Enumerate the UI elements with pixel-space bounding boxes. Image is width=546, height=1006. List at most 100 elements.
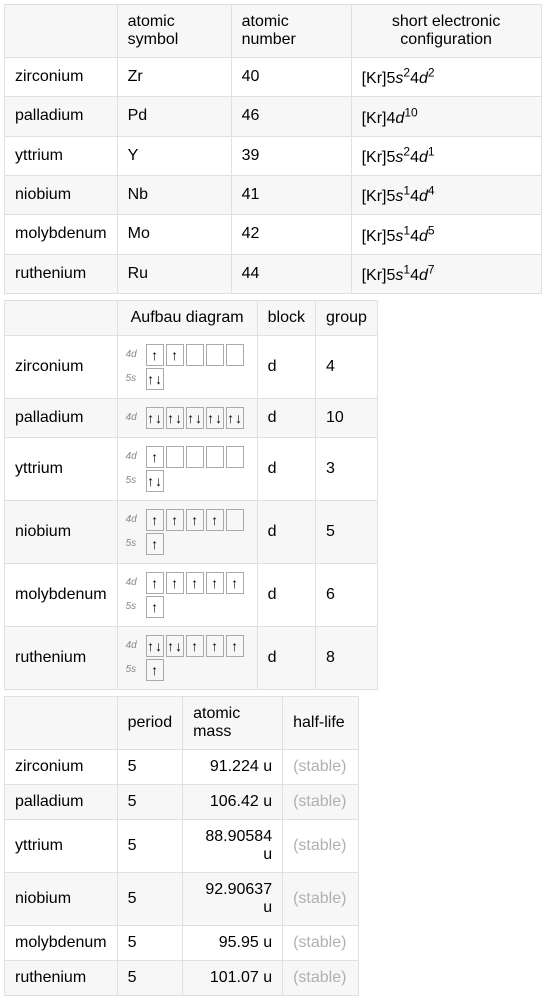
block-cell: d xyxy=(257,500,315,563)
orbital-label: 4d xyxy=(126,412,142,423)
orbital-box xyxy=(166,344,184,366)
orbital-row: 4d xyxy=(126,509,249,531)
period-cell: 5 xyxy=(117,749,182,784)
orbital-box xyxy=(146,407,164,429)
orbital-box xyxy=(146,659,164,681)
element-name: molybdenum xyxy=(15,934,107,951)
header-label: Aufbau diagram xyxy=(131,309,244,326)
atomic-mass: 101.07 u xyxy=(210,969,272,986)
orbital-box xyxy=(166,635,184,657)
header-label: group xyxy=(326,309,367,326)
row-name-cell: ruthenium xyxy=(5,254,118,293)
block-value: d xyxy=(268,586,277,603)
orbital-label: 4d xyxy=(126,640,142,651)
orbital-label: 5s xyxy=(126,475,142,486)
arrow-down-icon xyxy=(155,411,162,425)
orbital-box xyxy=(186,446,204,468)
arrow-down-icon xyxy=(155,639,162,653)
electron-config: [Kr]5s14d7 xyxy=(362,267,435,284)
element-name: yttrium xyxy=(15,837,63,854)
orbital-box xyxy=(206,635,224,657)
element-name: palladium xyxy=(15,107,83,124)
orbital-box xyxy=(146,446,164,468)
orbital-label: 4d xyxy=(126,349,142,360)
period-cell: 5 xyxy=(117,960,182,995)
arrow-up-icon xyxy=(151,513,158,527)
orbital-box xyxy=(146,368,164,390)
arrow-up-icon xyxy=(151,576,158,590)
orbital-row: 4d xyxy=(126,446,249,468)
header-cell: block xyxy=(257,300,315,335)
arrow-up-icon xyxy=(147,474,154,488)
orbital-box xyxy=(146,635,164,657)
group-cell: 8 xyxy=(315,626,377,689)
header-cell xyxy=(5,300,118,335)
arrow-down-icon xyxy=(215,411,222,425)
atomic-symbol: Y xyxy=(128,147,139,164)
orbital-box xyxy=(206,407,224,429)
element-name: zirconium xyxy=(15,758,83,775)
element-name: yttrium xyxy=(15,460,63,477)
config-cell: [Kr]5s24d2 xyxy=(351,58,541,97)
period-value: 5 xyxy=(128,890,137,907)
header-cell: short electronic configuration xyxy=(351,5,541,58)
period-cell: 5 xyxy=(117,872,182,925)
orbital-row: 4d xyxy=(126,635,249,657)
orbital-label: 5s xyxy=(126,601,142,612)
row-name-cell: ruthenium xyxy=(5,960,118,995)
element-name: molybdenum xyxy=(15,586,107,603)
arrow-up-icon xyxy=(147,639,154,653)
config-cell: [Kr]5s14d5 xyxy=(351,215,541,254)
arrow-up-icon xyxy=(167,411,174,425)
symbol-cell: Pd xyxy=(117,97,231,136)
arrow-up-icon xyxy=(171,576,178,590)
header-cell: Aufbau diagram xyxy=(117,300,257,335)
orbital-row: 5s xyxy=(126,659,249,681)
symbol-cell: Ru xyxy=(117,254,231,293)
half-life: (stable) xyxy=(293,758,346,775)
orbital-row: 5s xyxy=(126,368,249,390)
half-life: (stable) xyxy=(293,969,346,986)
header-cell: group xyxy=(315,300,377,335)
arrow-up-icon xyxy=(151,663,158,677)
arrow-down-icon xyxy=(175,639,182,653)
orbital-row: 4d xyxy=(126,572,249,594)
orbital-box xyxy=(226,635,244,657)
atomic-mass: 88.90584 u xyxy=(205,828,272,863)
row-name-cell: niobium xyxy=(5,500,118,563)
block-cell: d xyxy=(257,437,315,500)
config-cell: [Kr]4d10 xyxy=(351,97,541,136)
arrow-up-icon xyxy=(187,411,194,425)
atomic-mass: 92.90637 u xyxy=(205,881,272,916)
mass-cell: 106.42 u xyxy=(183,784,283,819)
element-name: palladium xyxy=(15,409,83,426)
period-mass-table: periodatomic masshalf-lifezirconium591.2… xyxy=(4,696,359,996)
orbital-box xyxy=(146,572,164,594)
aufbau-cell: 4d 5s xyxy=(117,335,257,398)
element-name: yttrium xyxy=(15,147,63,164)
element-name: zirconium xyxy=(15,358,83,375)
number-cell: 46 xyxy=(231,97,351,136)
arrow-up-icon xyxy=(171,348,178,362)
orbital-box xyxy=(186,509,204,531)
orbital-box xyxy=(166,446,184,468)
electron-config: [Kr]5s24d1 xyxy=(362,149,435,166)
mass-cell: 95.95 u xyxy=(183,925,283,960)
orbital-row: 5s xyxy=(126,470,249,492)
atomic-number: 39 xyxy=(242,147,260,164)
element-name: niobium xyxy=(15,186,71,203)
orbital-box xyxy=(206,446,224,468)
atomic-symbol: Ru xyxy=(128,265,148,282)
header-cell: half-life xyxy=(283,696,359,749)
config-cell: [Kr]5s14d7 xyxy=(351,254,541,293)
symbol-cell: Zr xyxy=(117,58,231,97)
half-life: (stable) xyxy=(293,890,346,907)
arrow-up-icon xyxy=(211,639,218,653)
element-name: ruthenium xyxy=(15,265,86,282)
element-name: niobium xyxy=(15,890,71,907)
row-name-cell: niobium xyxy=(5,175,118,214)
element-name: ruthenium xyxy=(15,969,86,986)
group-cell: 5 xyxy=(315,500,377,563)
orbital-box xyxy=(186,407,204,429)
element-name: niobium xyxy=(15,523,71,540)
